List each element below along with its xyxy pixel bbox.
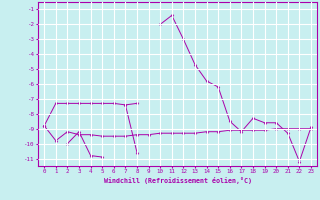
X-axis label: Windchill (Refroidissement éolien,°C): Windchill (Refroidissement éolien,°C) <box>104 177 252 184</box>
